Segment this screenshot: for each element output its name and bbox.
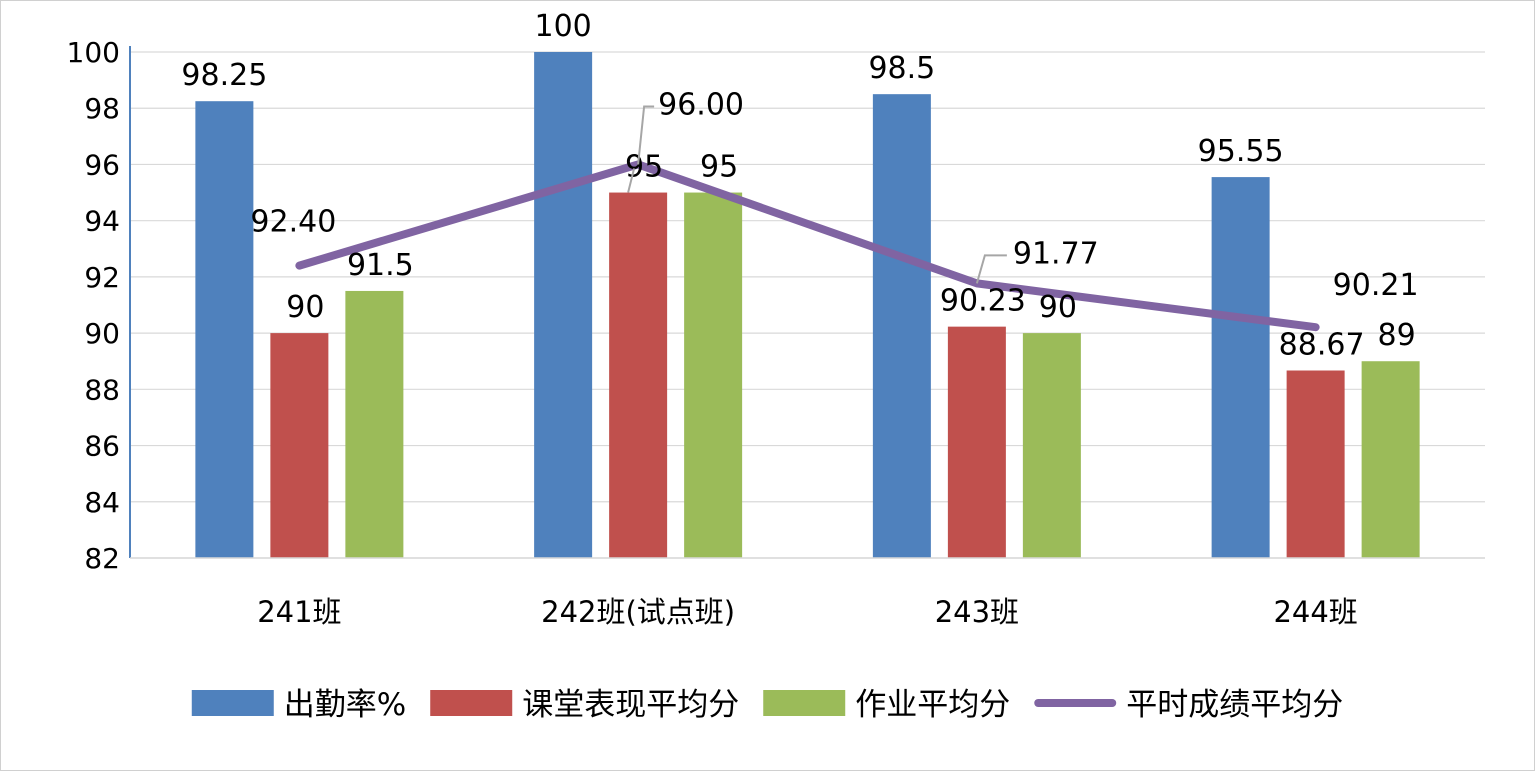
legend-label: 平时成绩平均分: [1126, 687, 1343, 723]
line-label-leader: [627, 105, 655, 193]
bar-1: [534, 52, 593, 558]
bar-3: [1361, 361, 1420, 558]
bar-data-label: 91.5: [347, 248, 414, 283]
bar-data-label: 100: [534, 9, 591, 44]
line-series: [295, 160, 1320, 332]
bar-data-label: 88.67: [1279, 327, 1365, 362]
bar-data-label: 90.23: [940, 284, 1026, 319]
line-label-leader: [975, 254, 1007, 284]
bar-3: [684, 192, 743, 559]
y-tick-label: 88: [84, 373, 120, 406]
bar-2: [1286, 370, 1345, 558]
y-tick-label: 100: [67, 36, 120, 69]
x-tick-label: 244班: [1273, 595, 1357, 629]
bar-2: [947, 326, 1006, 558]
legend-label: 出勤率%: [284, 687, 406, 723]
bar-1: [872, 94, 931, 559]
y-tick-label: 86: [84, 430, 120, 463]
y-tick-label: 96: [84, 148, 120, 181]
bar-data-label: 98.25: [181, 58, 267, 93]
line-data-label: 91.77: [1013, 236, 1099, 271]
y-tick-label: 90: [84, 317, 120, 350]
x-tick-label: 243班: [935, 595, 1019, 629]
bar-data-label: 95.55: [1198, 134, 1284, 169]
bar-data-label: 89: [1378, 318, 1416, 353]
y-tick-label: 84: [84, 486, 120, 519]
legend-swatch: [191, 690, 274, 716]
bar-data-label: 95: [700, 150, 738, 185]
legend-label: 作业平均分: [855, 687, 1010, 723]
legend-swatch: [430, 690, 513, 716]
bar-2: [609, 192, 668, 559]
bar-3: [1022, 333, 1081, 558]
y-tick-label: 94: [84, 205, 120, 238]
legend-swatch: [763, 690, 846, 716]
bar-2: [270, 333, 329, 558]
legend-label: 课堂表现平均分: [522, 687, 739, 723]
y-tick-label: 98: [84, 92, 120, 125]
bar-1: [195, 101, 254, 558]
line-data-label: 90.21: [1333, 268, 1419, 303]
y-tick-label: 92: [84, 261, 120, 294]
bar-data-label: 98.5: [868, 51, 935, 86]
bar-3: [345, 290, 404, 558]
line-data-label: 92.40: [250, 205, 336, 240]
line-data-label: 96.00: [658, 87, 744, 122]
bar-1: [1211, 177, 1270, 558]
bar-data-label: 90: [1039, 290, 1077, 325]
x-tick-label: 241班: [257, 595, 341, 629]
x-tick-label: 242班(试点班): [541, 595, 735, 629]
y-tick-label: 82: [84, 542, 120, 575]
bar-data-label: 90: [286, 290, 324, 325]
